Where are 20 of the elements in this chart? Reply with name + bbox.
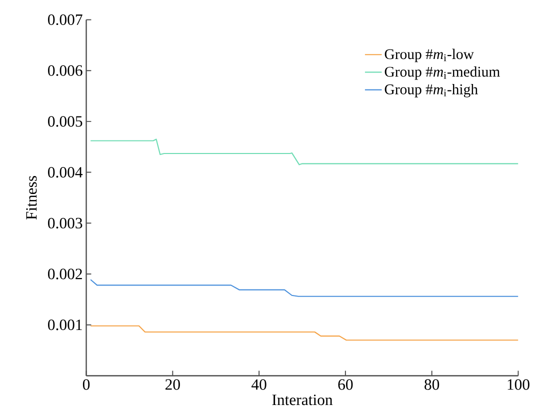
line-series	[90, 138, 518, 166]
y-tick-label: 0.004	[48, 166, 83, 178]
y-tick-label: 0.006	[48, 65, 82, 76]
x-tick-label: 40	[252, 379, 266, 390]
y-tick-label: 0.002	[48, 268, 82, 280]
x-axis-title: Interation	[272, 394, 333, 406]
y-tick-label: 0.005	[48, 116, 82, 127]
x-tick-label: 100	[508, 379, 530, 390]
y-tick-label: 0.007	[48, 14, 82, 25]
x-tick-label: 60	[338, 379, 353, 390]
x-tick-label: 80	[424, 379, 440, 390]
y-tick-label: 0.003	[48, 218, 82, 228]
line-series	[90, 325, 518, 341]
x-tick-label: 20	[165, 379, 180, 390]
legend-label: Group #m$_{i}$-low	[384, 48, 474, 62]
legend-label: Group #m$_{i}$-high	[384, 84, 478, 98]
x-tick-label: 0	[82, 379, 90, 390]
legend-label: Group #m$_{i}$-medium	[384, 66, 500, 80]
y-tick-label: 0.001	[48, 319, 82, 330]
y-axis-title: Fitness	[26, 176, 37, 220]
